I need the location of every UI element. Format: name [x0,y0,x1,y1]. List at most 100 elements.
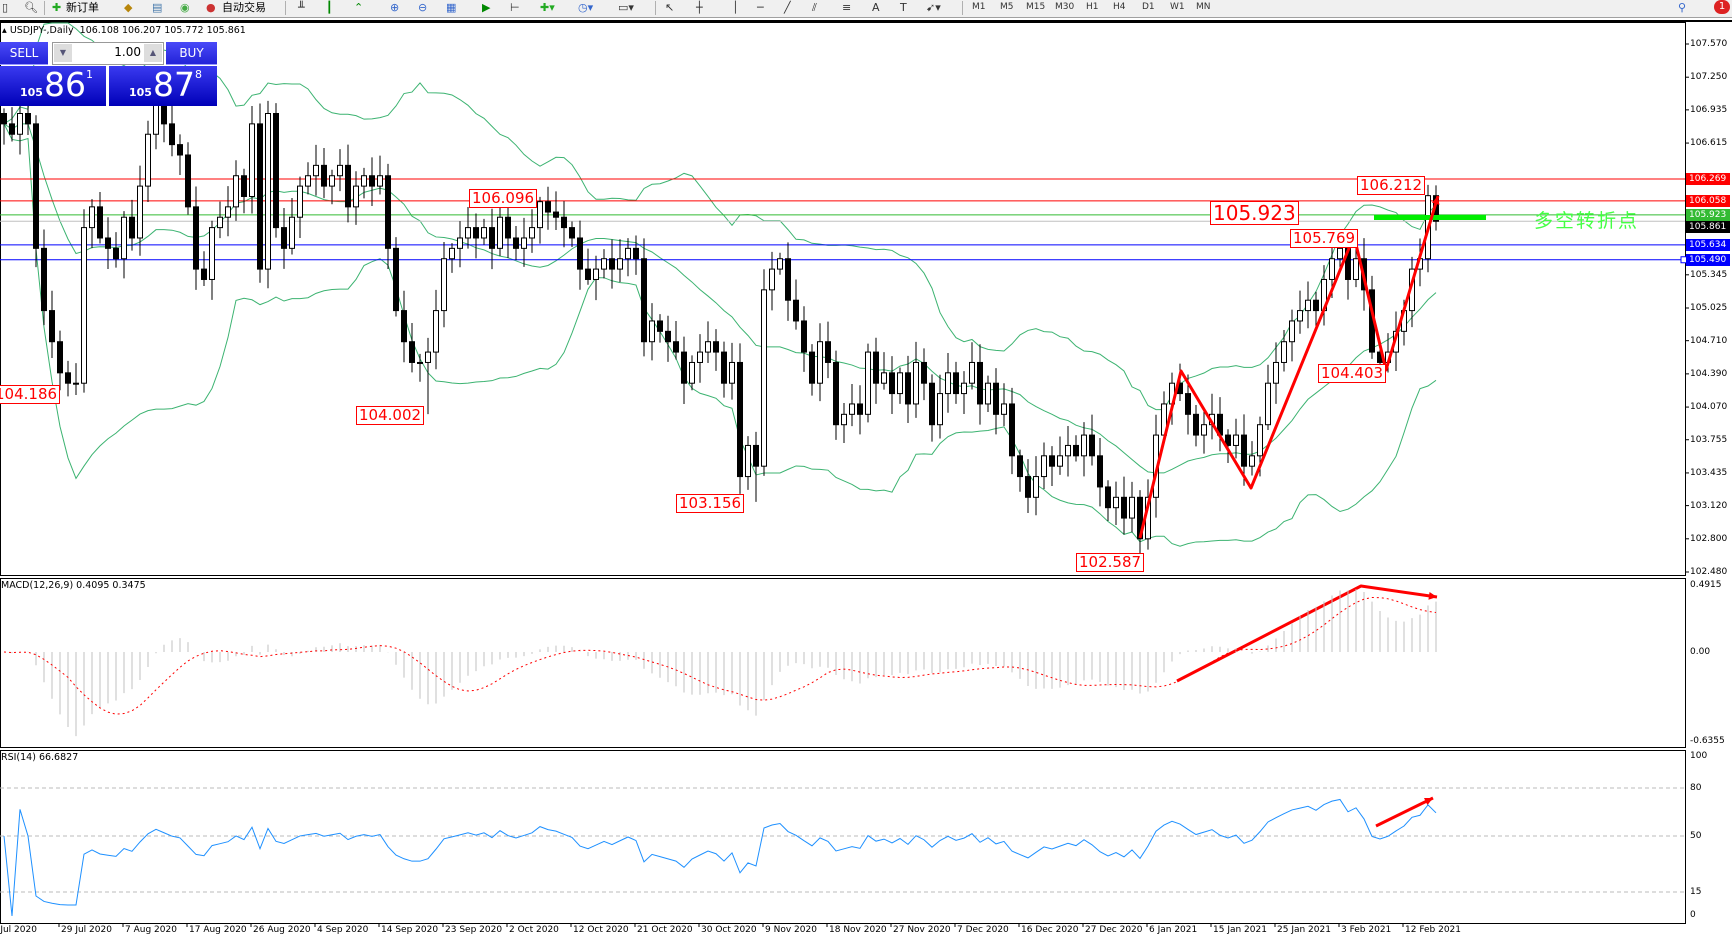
periods-clock-icon[interactable]: ◷▾ [578,1,594,14]
candle-body [1121,496,1127,519]
timeframe-mn[interactable]: MN [1196,2,1211,12]
text-label-icon[interactable]: T [900,1,907,14]
candle [657,314,663,343]
text-icon[interactable]: A [872,1,880,14]
candle [553,191,559,231]
candle [225,186,231,237]
candle [585,248,591,285]
candle [841,403,847,443]
buy-price[interactable]: 105 87 8 [109,66,217,106]
history-center-icon[interactable]: ◆ [124,1,133,14]
auto-trading-button[interactable]: 自动交易 [222,1,266,14]
candle-body [841,413,847,426]
candle-body [481,227,487,239]
macd-panel-frame [0,578,1686,748]
timeframe-d1[interactable]: D1 [1142,2,1155,12]
price-label-104002[interactable]: 104.002 [356,406,425,425]
buy-button[interactable]: BUY [166,42,217,65]
signals-icon[interactable]: ◉ [180,1,190,14]
price-label-104186[interactable]: 104.186 [0,385,61,404]
timeframe-h4[interactable]: H4 [1113,2,1126,12]
lot-increase-icon[interactable]: ▲ [144,44,162,62]
market-watch-icon[interactable]: ▤ [152,1,163,14]
templates-icon[interactable]: ▭▾ [618,1,634,14]
document-icon[interactable]: ▯ [2,1,9,14]
timeframe-m15[interactable]: M15 [1026,2,1046,12]
equidistant-channel-icon[interactable]: ⫽ [812,1,817,14]
price-label-104403[interactable]: 104.403 [1318,364,1387,383]
price-label-102587[interactable]: 102.587 [1076,553,1145,572]
candle [857,385,863,435]
candle [313,144,319,196]
sell-price[interactable]: 105 86 1 [0,66,106,106]
new-order-button[interactable]: 新订单 [66,1,99,14]
indicators-icon[interactable]: ✚▾ [540,1,555,14]
candle [297,176,303,238]
timeframe-m1[interactable]: M1 [972,2,986,12]
new-order-icon[interactable]: ✚ [52,1,62,14]
lot-value[interactable]: 1.00 [114,45,141,59]
price-label-106096[interactable]: 106.096 [469,189,538,208]
timeframe-m30[interactable]: M30 [1055,2,1075,12]
trendline-icon[interactable]: ╱ [784,1,791,14]
price-label-106212[interactable]: 106.212 [1357,176,1426,195]
timeframe-h1[interactable]: H1 [1086,2,1099,12]
price-label-103156[interactable]: 103.156 [676,494,745,513]
date-label: 4 Sep 2020 [317,925,369,935]
candle-body [1281,341,1287,363]
price-label-105923[interactable]: 105.923 [1210,201,1299,225]
candle [1265,364,1271,430]
rsi-tick-label: 100 [1690,751,1708,761]
auto-trading-icon[interactable]: ● [206,1,216,14]
candle [1025,459,1031,513]
cursor-icon[interactable]: ↖ [665,1,675,14]
horizontal-line-icon[interactable]: ─ [757,1,764,14]
candle [769,251,775,311]
lot-size-input[interactable]: ▼ 1.00 ▲ [52,42,164,65]
candle-body [977,361,983,405]
candle-body [729,361,735,384]
candle [665,315,671,362]
autoscroll-icon[interactable]: ▶ [482,1,491,14]
macd-tick-label: 0.00 [1690,647,1711,657]
candle [1217,397,1223,452]
zoom-in-icon[interactable]: ⊕ [390,1,400,14]
candle-body [185,154,191,208]
buy-price-pip: 8 [195,68,202,81]
crosshair-icon[interactable]: ┼ [696,1,703,14]
candle [1033,456,1039,516]
macd-title: MACD(12,26,9) 0.4095 0.3475 [1,580,146,591]
notification-badge[interactable]: 1 [1714,0,1730,14]
collapse-triangle-icon[interactable]: ▴ [2,25,7,36]
candle-body [617,258,623,270]
candle-body [1065,444,1071,457]
zoom-out-icon[interactable]: ⊖ [418,1,428,14]
fibonacci-icon[interactable]: ≡ [842,1,852,14]
candle [337,149,343,192]
search-icon[interactable]: ⚲ [1678,1,1687,14]
candle [1209,393,1215,440]
bar-chart-icon[interactable]: ╨ [298,1,305,14]
candle-body [257,123,263,270]
print-preview-icon[interactable]: 🔍︎ [24,1,38,14]
vertical-line-icon[interactable]: │ [732,1,739,14]
line-chart-icon[interactable]: ⌃ [354,1,364,14]
sell-button[interactable]: SELL [0,42,48,65]
lot-decrease-icon[interactable]: ▼ [54,44,72,62]
candle-body [1073,444,1079,457]
candle-body [193,206,199,270]
arrows-icon[interactable]: ➹▾ [926,1,941,14]
price-label-105769[interactable]: 105.769 [1290,229,1359,248]
pivot-note-text[interactable]: 多空转折点 [1534,210,1640,232]
date-label: 23 Sep 2020 [445,925,503,935]
candle-body [89,206,95,229]
timeframe-w1[interactable]: W1 [1170,2,1185,12]
candle [305,162,311,195]
timeframe-m5[interactable]: M5 [1000,2,1014,12]
date-label: 27 Dec 2020 [1085,925,1143,935]
chart-shift-icon[interactable]: ⊢ [510,1,520,14]
candle [1073,435,1079,462]
candle-body [1049,455,1055,467]
tile-windows-icon[interactable]: ▦ [446,1,457,14]
candlestick-icon[interactable]: ┃ [326,1,333,14]
